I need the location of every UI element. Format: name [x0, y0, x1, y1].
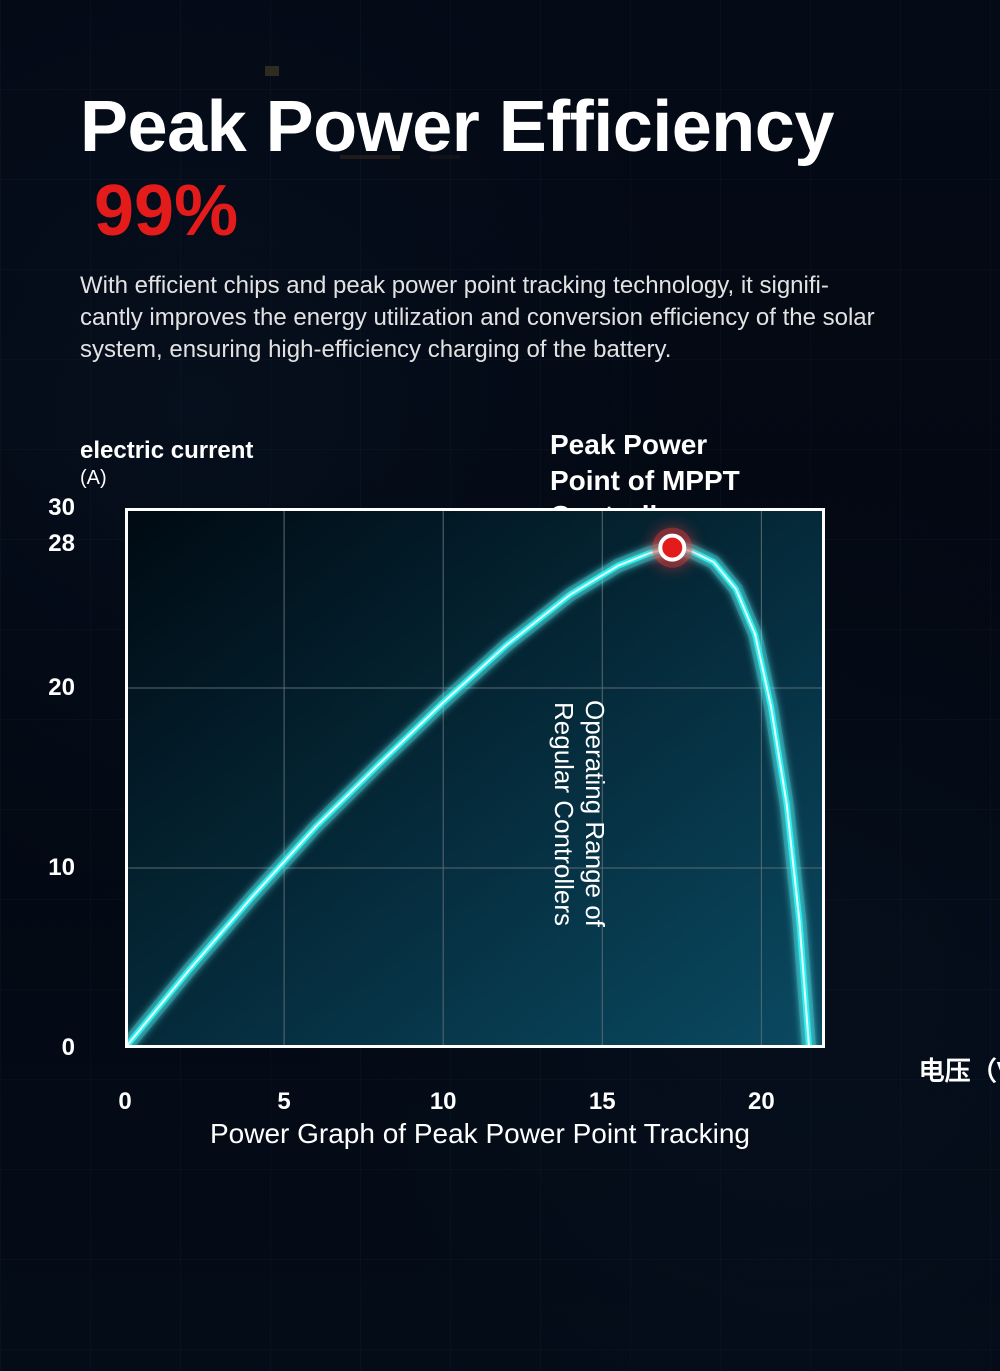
x-tick-label: 5 [277, 1088, 290, 1116]
y-tick-label: 10 [35, 854, 75, 882]
page-title: Peak Power Efficiency [80, 90, 920, 166]
content-container: Peak Power Efficiency 99% With efficient… [0, 0, 1000, 1190]
y-axis-unit: (A) [80, 467, 920, 490]
chart-caption: Power Graph of Peak Power Point Tracking [40, 1118, 920, 1150]
y-tick-label: 0 [35, 1034, 75, 1062]
y-tick-label: 20 [35, 674, 75, 702]
chart-plot-wrap: 010202830 Operating Range ofRegular Cont… [125, 508, 920, 1048]
description-text: With efficient chips and peak power poin… [80, 270, 880, 367]
efficiency-percent: 99% [94, 170, 920, 252]
y-axis-label: electric current [80, 437, 920, 465]
x-tick-label: 15 [589, 1088, 616, 1116]
y-tick-label: 30 [35, 494, 75, 522]
chart-area: Peak PowerPoint of MPPTControllers elect… [80, 437, 920, 1150]
y-tick-label: 28 [35, 530, 75, 558]
x-tick-label: 20 [748, 1088, 775, 1116]
x-tick-label: 10 [430, 1088, 457, 1116]
regular-controllers-label: Operating Range ofRegular Controllers [548, 616, 610, 1012]
x-axis-label: 电压（V） [919, 1051, 1000, 1088]
x-tick-label: 0 [118, 1088, 131, 1116]
power-curve-chart [125, 508, 825, 1048]
